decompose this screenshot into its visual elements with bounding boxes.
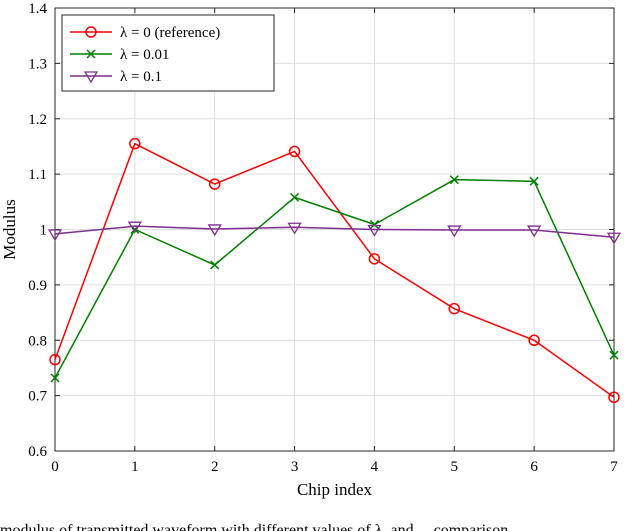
data-point-marker bbox=[529, 176, 539, 186]
marker-stroke bbox=[86, 49, 96, 59]
x-tick-label: 6 bbox=[530, 459, 538, 475]
data-point-marker bbox=[448, 302, 461, 315]
legend-marker bbox=[83, 71, 99, 84]
marker-stroke bbox=[449, 175, 459, 185]
data-point-marker bbox=[606, 232, 622, 245]
data-point-marker bbox=[368, 253, 381, 265]
data-point-marker bbox=[287, 222, 302, 235]
figure-caption: modulus of transmitted waveform with dif… bbox=[0, 522, 509, 531]
x-tick-label: 7 bbox=[610, 459, 618, 475]
x-tick-label: 5 bbox=[451, 459, 459, 475]
x-axis-label: Chip index bbox=[297, 480, 373, 499]
series-3 bbox=[47, 221, 622, 245]
legend-item-3: λ = 0.1 bbox=[70, 69, 162, 85]
data-point-marker bbox=[290, 192, 300, 202]
y-tick-label: 0.6 bbox=[28, 444, 47, 460]
marker-stroke bbox=[369, 219, 379, 230]
y-tick-label: 0.8 bbox=[28, 333, 47, 349]
data-point-marker bbox=[207, 224, 222, 237]
x-tick-label: 0 bbox=[51, 459, 59, 475]
x-tick-label: 2 bbox=[211, 459, 219, 475]
legend: λ = 0 (reference) λ = 0.01 λ = 0.1 bbox=[61, 14, 275, 92]
data-point-marker bbox=[129, 137, 141, 150]
y-axis-label: Modulus bbox=[0, 199, 19, 259]
data-point-marker bbox=[47, 229, 63, 242]
marker-stroke bbox=[210, 260, 220, 270]
series-line bbox=[54, 142, 615, 398]
x-tick-label: 3 bbox=[291, 459, 299, 475]
series-line bbox=[54, 225, 615, 238]
data-point-marker bbox=[367, 224, 382, 237]
x-tick-label: 4 bbox=[371, 459, 379, 475]
data-point-marker bbox=[49, 353, 61, 366]
data-point-marker bbox=[127, 221, 143, 234]
line-chart: 0 1 2 3 4 5 6 7 0.6 0.7 0.8 0.9 1 1.1 1.2 1.3 1.4 Chip i… bbox=[0, 1, 622, 499]
series-line bbox=[54, 178, 615, 379]
data-point-marker bbox=[208, 178, 221, 190]
legend-label: λ = 0.1 bbox=[120, 69, 162, 85]
data-point-marker bbox=[526, 225, 542, 238]
y-tick-label: 1 bbox=[40, 223, 48, 239]
y-tick-label: 0.9 bbox=[28, 278, 47, 294]
data-point-marker bbox=[288, 145, 301, 158]
legend-marker bbox=[85, 26, 97, 38]
marker-stroke bbox=[529, 176, 539, 186]
marker-stroke bbox=[609, 350, 619, 360]
y-tick-label: 1.3 bbox=[28, 56, 47, 72]
data-point-marker bbox=[609, 350, 619, 360]
legend-item-2: λ = 0.01 bbox=[70, 47, 169, 63]
data-point-marker bbox=[369, 219, 379, 230]
data-point-marker bbox=[449, 175, 459, 185]
marker-stroke bbox=[50, 373, 60, 383]
data-point-marker bbox=[447, 225, 462, 238]
series-1 bbox=[49, 137, 620, 404]
y-tick-label: 1.1 bbox=[28, 167, 47, 183]
data-point-marker bbox=[528, 334, 540, 346]
y-tick-label: 1.2 bbox=[28, 112, 47, 128]
x-tick-label: 1 bbox=[131, 459, 139, 475]
y-tick-label: 1.4 bbox=[28, 1, 47, 17]
data-point-marker bbox=[210, 260, 220, 270]
data-point-marker bbox=[608, 391, 620, 404]
legend-label: λ = 0 (reference) bbox=[120, 25, 220, 41]
legend-label: λ = 0.01 bbox=[120, 47, 169, 63]
series-layer bbox=[47, 137, 622, 404]
series-2 bbox=[50, 175, 619, 383]
legend-marker bbox=[86, 49, 96, 59]
legend-item-1: λ = 0 (reference) bbox=[70, 25, 220, 41]
axis-ticks: 0 1 2 3 4 5 6 7 0.6 0.7 0.8 0.9 1 1.1 1.2 1.3 1.4 bbox=[28, 1, 618, 475]
marker-stroke bbox=[290, 192, 300, 202]
y-tick-label: 0.7 bbox=[28, 389, 47, 405]
legend-box bbox=[61, 14, 275, 92]
data-point-marker bbox=[50, 373, 60, 383]
